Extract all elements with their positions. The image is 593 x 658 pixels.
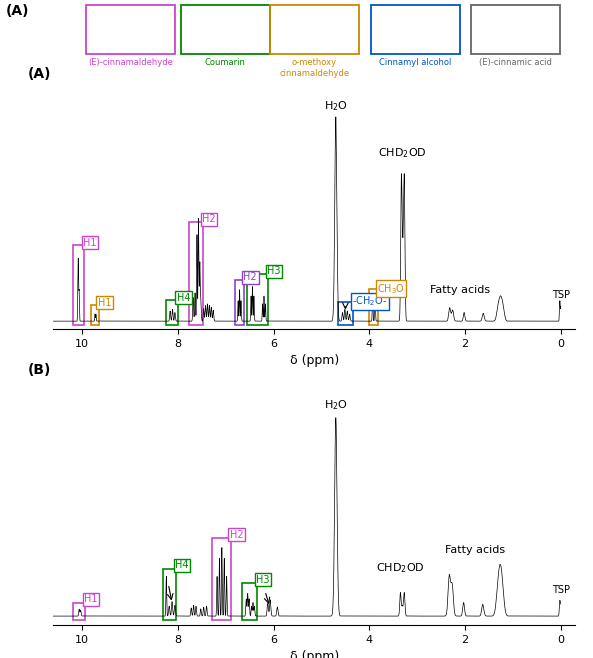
Text: Coumarin: Coumarin (205, 58, 246, 67)
Text: (B): (B) (27, 363, 51, 377)
Text: CH$_3$O: CH$_3$O (377, 282, 405, 295)
Text: H3: H3 (256, 574, 270, 584)
Text: H2: H2 (229, 530, 243, 540)
Text: TSP: TSP (552, 290, 570, 299)
Text: H1: H1 (98, 297, 111, 307)
Text: H$_2$O: H$_2$O (324, 399, 347, 413)
Text: CHD$_2$OD: CHD$_2$OD (378, 146, 427, 160)
Text: H1: H1 (84, 594, 97, 605)
Text: H3: H3 (267, 266, 281, 276)
Text: (E)-cinnamic acid: (E)-cinnamic acid (480, 58, 552, 67)
Text: H2: H2 (244, 272, 257, 282)
Text: (E)-cinnamaldehyde: (E)-cinnamaldehyde (88, 58, 173, 67)
Text: H$_2$O: H$_2$O (324, 99, 347, 113)
Text: H4: H4 (177, 293, 190, 303)
Text: H4: H4 (176, 560, 189, 570)
Text: H2: H2 (202, 215, 216, 224)
Text: Fatty acids: Fatty acids (431, 285, 490, 295)
Text: CHD$_2$OD: CHD$_2$OD (376, 561, 425, 575)
Text: o-methoxy
cinnamaldehyde: o-methoxy cinnamaldehyde (279, 58, 349, 78)
Text: -CH$_2$O-: -CH$_2$O- (352, 294, 387, 308)
Text: (A): (A) (27, 66, 51, 81)
X-axis label: δ (ppm): δ (ppm) (289, 650, 339, 658)
Text: (A): (A) (6, 5, 30, 18)
X-axis label: δ (ppm): δ (ppm) (289, 354, 339, 367)
Text: TSP: TSP (552, 585, 570, 595)
Text: Cinnamyl alcohol: Cinnamyl alcohol (379, 58, 451, 67)
Text: H1: H1 (83, 238, 97, 248)
Text: Fatty acids: Fatty acids (445, 545, 505, 555)
